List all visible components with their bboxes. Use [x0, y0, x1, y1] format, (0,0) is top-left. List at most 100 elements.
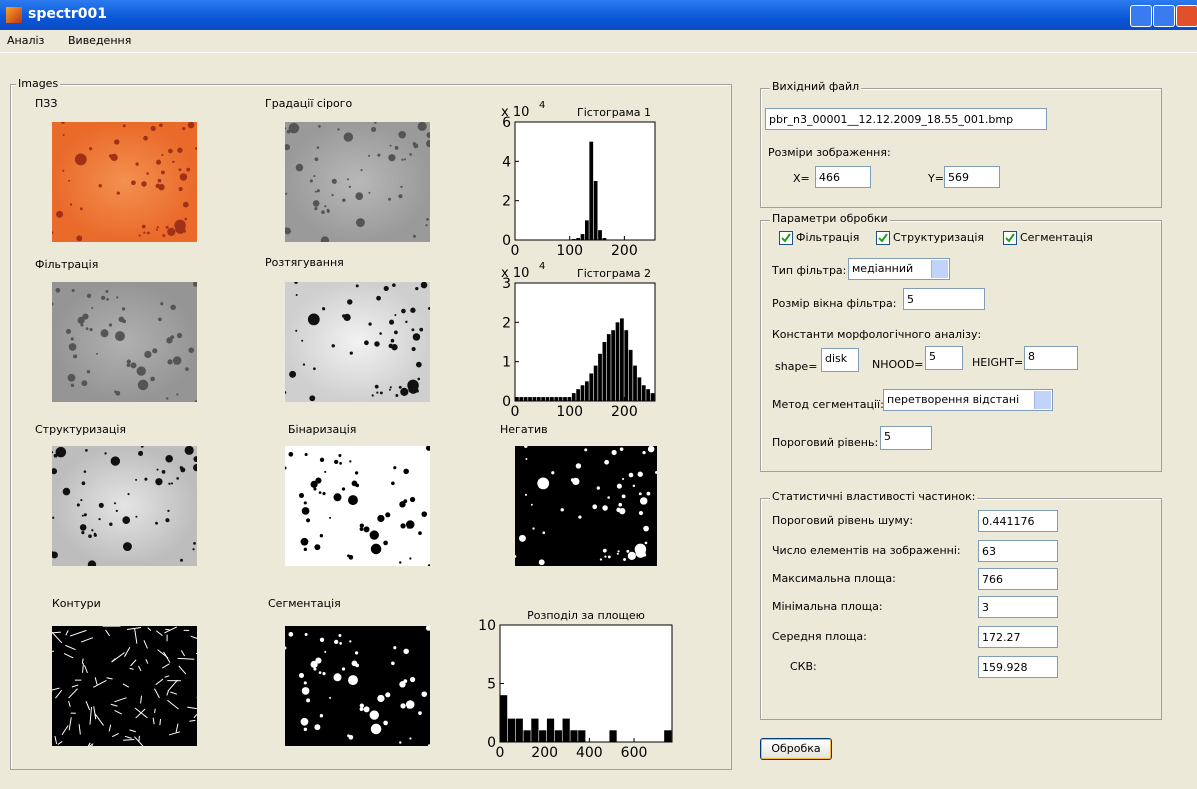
particle: [192, 548, 195, 551]
particle: [374, 341, 380, 347]
contour: [147, 627, 152, 632]
process-button[interactable]: Обробка: [760, 738, 832, 760]
contour: [126, 627, 142, 631]
particle: [158, 317, 162, 322]
contour: [63, 652, 74, 659]
contour: [71, 684, 79, 688]
image-background: [285, 626, 430, 746]
particle: [373, 122, 377, 124]
particle: [157, 178, 162, 183]
minimize-button[interactable]: [1130, 5, 1152, 27]
particle: [79, 524, 87, 531]
contour: [89, 706, 93, 725]
particle: [371, 126, 377, 132]
text-field[interactable]: 5: [880, 426, 932, 450]
checkbox[interactable]: [1003, 231, 1017, 245]
particle: [626, 549, 630, 553]
particle: [52, 468, 58, 475]
particle: [174, 219, 186, 232]
menu-item[interactable]: Виведення: [68, 34, 132, 47]
checkbox-label[interactable]: Сегментація: [1020, 231, 1093, 244]
particle: [407, 379, 419, 392]
text-field[interactable]: 5: [903, 288, 985, 310]
y-tick-label: 3: [502, 276, 511, 292]
contour: [88, 743, 94, 746]
particle: [383, 720, 388, 726]
text-field[interactable]: 3: [978, 596, 1058, 618]
checkbox-label[interactable]: Структуризація: [893, 231, 985, 244]
bar: [637, 377, 642, 401]
contour: [159, 718, 162, 726]
particle: [126, 363, 131, 368]
x-tick-label: 200: [611, 404, 638, 420]
y-tick-label: 1: [502, 355, 511, 371]
particle: [98, 184, 102, 188]
particle: [399, 741, 402, 744]
text-field[interactable]: 172.27: [978, 626, 1058, 648]
particle: [294, 282, 298, 284]
text-field[interactable]: 0.441176: [978, 510, 1058, 532]
label: Метод сегментації:: [772, 398, 884, 411]
particle: [326, 209, 330, 213]
particle: [525, 457, 528, 460]
particle: [108, 323, 113, 327]
particle: [116, 296, 119, 299]
checkbox[interactable]: [876, 231, 890, 245]
text-field[interactable]: 159.928: [978, 656, 1058, 678]
text-field[interactable]: 63: [978, 540, 1058, 562]
axis-exponent: 4: [539, 100, 545, 111]
group-title: Статистичні властивості частинок:: [770, 490, 978, 503]
text-field[interactable]: 766: [978, 568, 1058, 590]
particle: [288, 451, 294, 457]
close-button[interactable]: [1176, 5, 1197, 27]
particle: [285, 227, 287, 230]
checkbox-label[interactable]: Фільтрація: [796, 231, 860, 244]
checkbox[interactable]: [779, 231, 793, 245]
particle: [383, 285, 389, 292]
particle: [159, 123, 163, 127]
text-field[interactable]: 5: [925, 346, 963, 370]
particle: [121, 307, 126, 311]
particle: [303, 501, 307, 505]
particle: [301, 687, 310, 695]
contour: [81, 658, 84, 664]
menu-item[interactable]: Аналіз: [7, 34, 45, 47]
bar: [589, 373, 594, 401]
maximize-button[interactable]: [1153, 5, 1175, 27]
particle: [301, 507, 310, 515]
text-field[interactable]: 8: [1024, 346, 1078, 370]
particle: [193, 456, 197, 462]
particle: [530, 503, 533, 506]
particle: [179, 173, 188, 181]
contour: [87, 742, 91, 746]
chart-title: Гістограма 2: [577, 267, 651, 280]
particle: [349, 351, 353, 355]
particle: [399, 561, 402, 564]
y-field[interactable]: 569: [944, 166, 1000, 188]
particle: [578, 515, 582, 519]
particle: [537, 477, 550, 490]
x-field[interactable]: 466: [815, 166, 871, 188]
particle: [418, 711, 422, 715]
bar: [598, 353, 602, 401]
particle: [167, 359, 173, 365]
contour: [85, 700, 91, 711]
bar: [515, 718, 523, 742]
particle: [56, 210, 64, 218]
bar: [641, 385, 646, 401]
particle: [621, 494, 626, 499]
file-field[interactable]: pbr_n3_00001__12.12.2009_18.55_001.bmp: [765, 108, 1047, 130]
particle: [135, 478, 138, 481]
dropdown[interactable]: медіанний: [848, 258, 950, 280]
dropdown[interactable]: перетворення відстані: [883, 389, 1053, 411]
text-field[interactable]: disk: [821, 348, 859, 372]
contour: [177, 657, 195, 660]
image-label: Розтягування: [265, 256, 344, 269]
particle: [65, 328, 72, 334]
label: Тип фільтра:: [772, 264, 847, 277]
particle: [150, 125, 156, 132]
y-tick-label: 10: [478, 618, 496, 634]
particle: [421, 691, 428, 697]
particle: [116, 191, 120, 195]
particle: [136, 366, 146, 376]
